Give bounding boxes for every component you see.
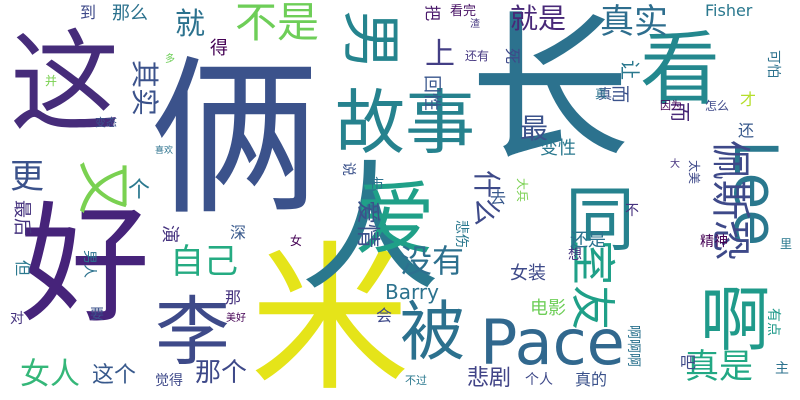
word: 同: [565, 179, 635, 261]
word: 到: [80, 3, 97, 22]
word: 个人: [525, 372, 553, 388]
word: 好: [20, 189, 151, 341]
word: Pace: [480, 306, 625, 379]
word: 演: [159, 225, 180, 243]
word: 变性: [540, 138, 576, 159]
word: 没有: [400, 242, 465, 280]
word: 就是: [510, 2, 567, 35]
word: 变态: [95, 116, 117, 129]
word: 并: [45, 74, 58, 88]
word: 多: [165, 54, 175, 65]
word: 真是: [685, 347, 753, 387]
word: 才: [740, 90, 757, 109]
word: 精神: [700, 234, 728, 250]
word: 市: [370, 177, 384, 193]
word: 主: [775, 361, 789, 377]
word: 故事: [335, 82, 475, 164]
word: 还有: [465, 49, 490, 63]
word: Barry: [385, 280, 439, 304]
word: 死: [503, 48, 522, 65]
word: 大兵: [515, 178, 529, 203]
word: 把: [423, 5, 442, 22]
word: 那么: [112, 3, 148, 24]
word: 啊啊啊: [625, 325, 641, 367]
word: 那个: [195, 358, 248, 388]
word: 长: [470, 0, 631, 183]
word: 爱情: [354, 200, 382, 248]
word: 大: [670, 159, 680, 170]
word: 女人: [20, 357, 80, 392]
word: 因为: [660, 99, 682, 112]
word: 吧: [680, 353, 697, 372]
word: 要: [90, 307, 104, 323]
word: 男: [335, 10, 405, 70]
word: 觉得: [155, 373, 183, 389]
word: 自己: [170, 242, 238, 282]
word: 太美: [687, 160, 701, 185]
word: 说: [340, 162, 356, 176]
word: 真实: [600, 2, 668, 42]
word: 啊: [700, 279, 770, 361]
word: 女: [290, 234, 303, 248]
word: 男人: [81, 250, 97, 278]
word: 人: [300, 148, 441, 311]
word: 就: [175, 7, 205, 42]
word: 还是: [570, 230, 606, 251]
word: 看: [640, 23, 720, 116]
word: 看完: [450, 4, 477, 19]
word: 回性: [421, 75, 442, 111]
word: 真: [595, 87, 608, 101]
word: 而: [609, 85, 630, 103]
word: 得: [210, 38, 228, 59]
word: 真的: [575, 370, 608, 389]
word: Fisher: [705, 1, 753, 20]
word: 电影: [530, 298, 566, 319]
word: 个: [128, 178, 151, 203]
word: 但: [13, 260, 32, 277]
word: 不: [625, 203, 639, 219]
word: 真: [598, 87, 612, 103]
word: 不过: [405, 374, 427, 387]
word: 渣: [470, 19, 480, 30]
word: 想: [568, 247, 582, 263]
word: 会: [376, 306, 393, 325]
word: 李: [155, 288, 231, 376]
word: 让: [618, 60, 642, 80]
word: 有点: [765, 308, 781, 336]
word: 米: [250, 226, 411, 400]
word: 可怕: [765, 50, 781, 78]
word: 这: [10, 19, 120, 147]
word: 这个: [92, 363, 137, 388]
word: 女装: [510, 263, 546, 284]
word: 那: [225, 288, 242, 307]
word: 不是: [235, 0, 320, 47]
word: 上: [425, 37, 455, 72]
word: 怎么: [705, 99, 730, 113]
word: 俩: [150, 41, 321, 239]
word: 最后: [11, 200, 32, 236]
word: 喜欢: [155, 146, 174, 156]
word: 里: [780, 237, 793, 251]
word: 去: [490, 188, 507, 207]
word: 深: [230, 223, 247, 242]
word: 爱: [355, 173, 435, 266]
word: 又: [71, 160, 135, 216]
word: 美好: [226, 313, 246, 324]
word: 悲伤: [453, 220, 469, 248]
word: 更: [10, 157, 44, 197]
word: 还: [738, 121, 755, 140]
word: 对: [10, 311, 24, 327]
word: 悲剧: [467, 366, 512, 391]
word: 被: [400, 295, 466, 370]
word: 其实: [128, 60, 161, 117]
word: 最: [520, 112, 549, 145]
